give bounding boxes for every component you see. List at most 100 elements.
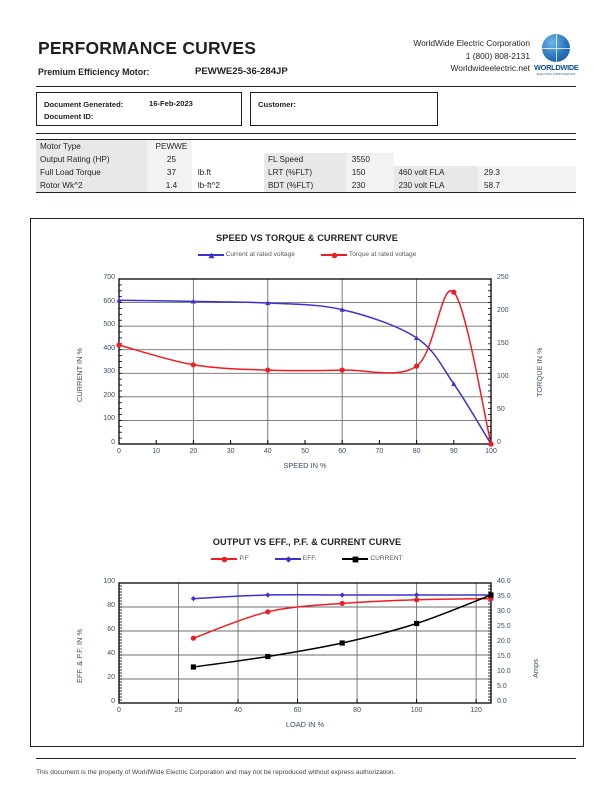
spec-key: Full Load Torque bbox=[36, 166, 148, 179]
y2-tick-label: 5.0 bbox=[497, 683, 507, 690]
y2-tick-label: 250 bbox=[497, 274, 509, 281]
motor-model-value: PEWWE25-36-284JP bbox=[195, 66, 288, 77]
customer-box: Customer: bbox=[250, 92, 438, 126]
worldwide-logo: WORLDWIDE ELECTRIC CORPORATION bbox=[534, 34, 579, 80]
footer-divider bbox=[36, 758, 576, 759]
spec-value2: 3550 bbox=[345, 153, 395, 166]
spec-key2: LRT (%FLT) bbox=[264, 166, 346, 179]
document-generated-label: Document Generated: bbox=[44, 100, 124, 109]
x-tick-label: 70 bbox=[375, 448, 384, 455]
spec-key3: 230 volt FLA bbox=[394, 179, 478, 192]
y2-tick-label: 150 bbox=[497, 340, 509, 347]
y-tick-label: 20 bbox=[107, 674, 115, 681]
document-generated-value: 16-Feb-2023 bbox=[149, 99, 193, 108]
motor-type-label: Premium Efficiency Motor: bbox=[38, 67, 150, 77]
y2-tick-label: 35.0 bbox=[497, 593, 511, 600]
legend-item: P.F bbox=[211, 555, 249, 563]
y-tick-label: 40 bbox=[107, 650, 115, 657]
spec-value3 bbox=[478, 153, 576, 166]
spec-key2 bbox=[264, 140, 346, 153]
x-tick-label: 100 bbox=[485, 448, 497, 455]
customer-label: Customer: bbox=[258, 100, 296, 109]
legend-item: CURRENT bbox=[342, 555, 403, 563]
x-tick-label: 60 bbox=[293, 707, 302, 714]
y2-tick-label: 200 bbox=[497, 307, 509, 314]
legend-label: EFF. bbox=[302, 555, 317, 562]
spec-unit: lb-ft^2 bbox=[191, 179, 265, 192]
legend-swatch bbox=[211, 555, 238, 563]
y-tick-label: 100 bbox=[103, 415, 115, 423]
y2-tick-label: 50 bbox=[497, 406, 505, 413]
spec-unit bbox=[191, 153, 265, 166]
spec-value3 bbox=[478, 140, 576, 153]
x-tick-label: 60 bbox=[338, 448, 347, 455]
y-tick-label: 500 bbox=[103, 321, 115, 329]
document-id-label: Document ID: bbox=[44, 112, 94, 121]
x-tick-label: 10 bbox=[152, 448, 161, 455]
y2-tick-label: 0 bbox=[497, 439, 501, 446]
x-axis-label: LOAD IN % bbox=[285, 720, 325, 729]
y-tick-label: 300 bbox=[103, 368, 115, 376]
legend-swatch bbox=[197, 251, 224, 259]
y2-axis-label: Amps bbox=[531, 659, 540, 678]
spec-key: Motor Type bbox=[36, 140, 148, 153]
x-tick-label: 100 bbox=[410, 707, 423, 714]
spec-value2: 150 bbox=[345, 166, 395, 179]
spec-table-wrapper: Motor Type PEWWE Output Rating (HP) 25 FL Sp… bbox=[36, 139, 576, 193]
y-tick-label: 0 bbox=[111, 698, 115, 705]
page-header: PERFORMANCE CURVES Premium Efficiency Mo… bbox=[36, 30, 579, 86]
document-generated-box: Document Generated: 16-Feb-2023 Document… bbox=[36, 92, 242, 126]
spec-key3: 460 volt FLA bbox=[394, 166, 478, 179]
spec-value: 37 bbox=[147, 166, 192, 179]
chart-svg bbox=[118, 582, 494, 704]
legend-label: P.F bbox=[239, 555, 249, 562]
y-tick-label: 0 bbox=[111, 439, 115, 446]
x-tick-label: 0 bbox=[117, 707, 121, 714]
company-name: WorldWide Electric Corporation bbox=[413, 38, 530, 48]
spec-value: PEWWE bbox=[147, 140, 192, 153]
chart2-title: OUTPUT VS EFF., P.F. & CURRENT CURVE bbox=[212, 537, 402, 547]
spec-value3: 58.7 bbox=[478, 179, 576, 192]
spec-key2: FL Speed bbox=[264, 153, 346, 166]
motor-spec-table: Motor Type PEWWE Output Rating (HP) 25 FL Sp… bbox=[36, 140, 576, 192]
legend-label: CURRENT bbox=[370, 555, 403, 562]
legend-label: Torque at rated voltage bbox=[348, 251, 417, 258]
y2-tick-label: 15.0 bbox=[497, 653, 511, 660]
legend-swatch bbox=[320, 251, 347, 259]
y2-tick-label: 100 bbox=[497, 373, 509, 380]
spec-value3: 29.3 bbox=[478, 166, 576, 179]
chart1-title: SPEED VS TORQUE & CURRENT CURVE bbox=[216, 233, 398, 243]
x-tick-label: 40 bbox=[263, 448, 272, 455]
logo-subtext: ELECTRIC CORPORATION bbox=[536, 72, 576, 76]
y-tick-label: 400 bbox=[103, 344, 115, 352]
x-tick-label: 30 bbox=[226, 448, 235, 455]
y2-tick-label: 20.0 bbox=[497, 638, 511, 645]
table-row: Output Rating (HP) 25 FL Speed 3550 bbox=[36, 153, 576, 166]
y2-tick-label: 10.0 bbox=[497, 668, 511, 675]
y-tick-label: 60 bbox=[107, 626, 115, 633]
y2-tick-label: 0.0 bbox=[497, 698, 507, 705]
y2-axis-label: TORQUE IN % bbox=[535, 346, 544, 397]
x-tick-label: 120 bbox=[470, 707, 482, 714]
spec-key3 bbox=[394, 140, 478, 153]
y2-tick-label: 30.0 bbox=[497, 608, 511, 615]
x-tick-label: 80 bbox=[412, 448, 421, 455]
x-tick-label: 40 bbox=[234, 707, 242, 714]
table-row: Rotor Wk^2 1.4 lb-ft^2 BDT (%FLT) 230 230 vol… bbox=[36, 179, 576, 192]
globe-icon bbox=[542, 34, 570, 62]
x-tick-label: 50 bbox=[301, 448, 309, 455]
spec-key2: BDT (%FLT) bbox=[264, 179, 346, 192]
header-divider bbox=[36, 86, 576, 87]
charts-container: SPEED VS TORQUE & CURRENT CURVE Current … bbox=[30, 218, 584, 747]
legend-swatch bbox=[342, 555, 369, 563]
y2-tick-label: 40.0 bbox=[497, 578, 511, 585]
company-website[interactable]: Worldwideelectric.net bbox=[450, 63, 530, 73]
spec-value2: 230 bbox=[345, 179, 395, 192]
y-tick-label: 80 bbox=[107, 602, 115, 609]
x-tick-label: 80 bbox=[353, 707, 361, 714]
legend-swatch bbox=[274, 555, 301, 563]
page-title: PERFORMANCE CURVES bbox=[38, 38, 257, 58]
x-tick-label: 20 bbox=[174, 707, 183, 714]
y-tick-label: 200 bbox=[103, 391, 115, 399]
